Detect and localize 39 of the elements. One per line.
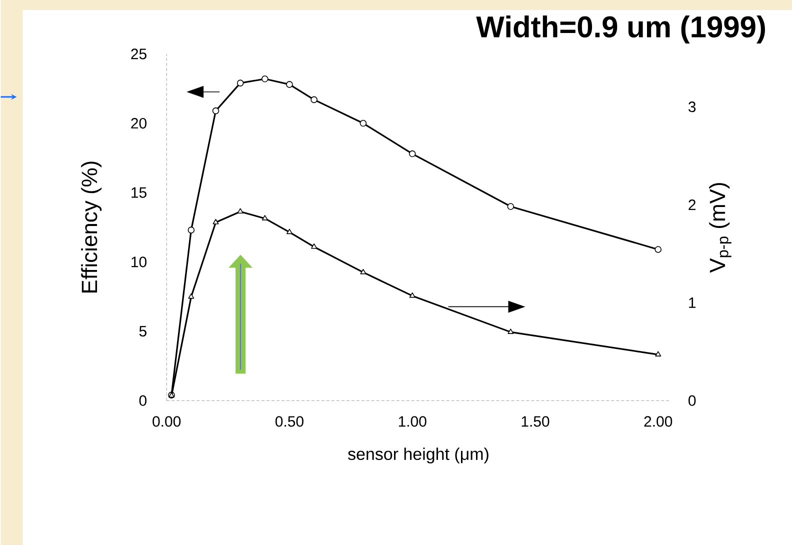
point — [212, 218, 219, 224]
x-tick-label: 0.00 — [152, 416, 181, 426]
point — [311, 243, 318, 249]
y2-tick-label: 1 — [689, 297, 696, 308]
point — [236, 79, 244, 86]
y2-axis-title: V$_{p-p}$ (mV) — [709, 182, 732, 272]
point — [508, 328, 514, 334]
x-tick-label: 1.00 — [398, 416, 426, 426]
point — [360, 120, 367, 126]
y-tick-label: 15 — [132, 187, 146, 198]
y-tick-label: 25 — [131, 48, 146, 60]
y-tick-label: 20 — [131, 118, 146, 128]
x-tick-label: 2.00 — [644, 416, 672, 426]
y-tick-label: 10 — [132, 256, 146, 268]
point — [655, 350, 662, 356]
y2-tick-label: 2 — [688, 199, 696, 210]
x-tick-label: 1.50 — [522, 416, 550, 426]
point — [654, 246, 662, 253]
point — [188, 293, 194, 298]
point — [262, 214, 268, 220]
point — [286, 80, 293, 88]
y-tick-label: 0 — [139, 395, 146, 406]
chart-title: Width=0.9 um (1999) — [476, 15, 765, 44]
point — [310, 96, 318, 103]
point — [360, 268, 366, 274]
y2-tick-label: 3 — [688, 101, 696, 112]
point — [408, 150, 416, 157]
y2-tick-label: 0 — [688, 395, 696, 406]
point — [409, 292, 416, 298]
point — [286, 228, 292, 234]
y-tick-label: 5 — [139, 326, 146, 336]
point — [262, 75, 268, 82]
point — [212, 107, 220, 114]
point — [507, 202, 514, 210]
x-axis-title: sensor height (μm) — [348, 447, 488, 464]
point — [188, 226, 195, 234]
x-tick-label: 0.50 — [275, 416, 304, 426]
y-axis-title: Efficiency (%) — [81, 161, 102, 292]
point — [237, 208, 244, 214]
